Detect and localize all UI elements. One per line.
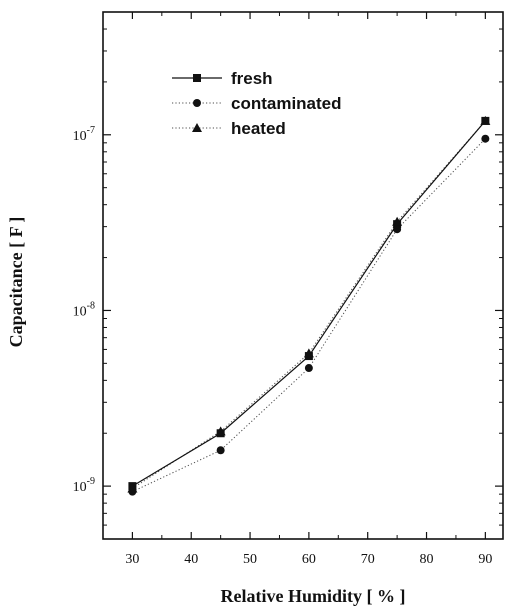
y-tick-label: 10-8	[73, 300, 95, 319]
data-point	[480, 115, 491, 125]
legend-marker	[193, 99, 201, 107]
y-tick-label-base: 10	[73, 480, 87, 495]
legend-label: heated	[231, 119, 286, 138]
x-axis: 30 40 50 60 70 80 90	[125, 12, 492, 567]
x-tick-label: 50	[243, 552, 257, 567]
legend-item: contaminated	[172, 94, 342, 113]
plot-frame	[102, 11, 504, 540]
y-tick-label-base: 10	[73, 304, 87, 319]
legend: fresh contaminated heated	[172, 69, 342, 138]
x-tick-label: 80	[420, 552, 434, 567]
x-tick-label: 70	[361, 552, 375, 567]
data-point	[216, 446, 225, 455]
legend-item: heated	[172, 119, 286, 138]
y-tick-label: 10-7	[73, 125, 95, 144]
x-tick-label: 90	[478, 552, 492, 567]
series-heated	[127, 115, 491, 493]
y-tick-label-exponent: -9	[87, 476, 95, 487]
series-line	[132, 120, 486, 487]
data-point	[393, 225, 402, 234]
y-tick-label-base: 10	[73, 129, 87, 144]
y-axis-title: Capacitance [ F ]	[6, 217, 26, 348]
data-point	[392, 216, 403, 226]
x-tick-label: 60	[302, 552, 316, 567]
legend-marker	[192, 123, 202, 132]
series-line	[132, 138, 486, 493]
legend-label: contaminated	[231, 94, 342, 113]
data-point	[127, 483, 138, 493]
y-tick-label-exponent: -7	[87, 125, 95, 136]
data-point	[215, 426, 226, 436]
series-line	[132, 120, 486, 489]
data-point	[303, 348, 314, 358]
x-axis-title: Relative Humidity [ % ]	[221, 586, 406, 606]
legend-marker	[193, 74, 201, 82]
y-tick-label: 10-9	[73, 476, 95, 495]
y-axis: 10-910-810-7	[73, 11, 503, 540]
legend-item: fresh	[172, 69, 273, 88]
series-group	[127, 115, 491, 496]
series-fresh	[128, 116, 490, 491]
data-point	[304, 364, 313, 373]
data-point	[481, 134, 490, 143]
x-tick-label: 30	[125, 552, 139, 567]
plot-area	[102, 11, 504, 540]
legend-label: fresh	[231, 69, 273, 88]
x-tick-label: 40	[184, 552, 198, 567]
series-contaminated	[128, 134, 490, 496]
y-tick-label-exponent: -8	[87, 300, 95, 311]
